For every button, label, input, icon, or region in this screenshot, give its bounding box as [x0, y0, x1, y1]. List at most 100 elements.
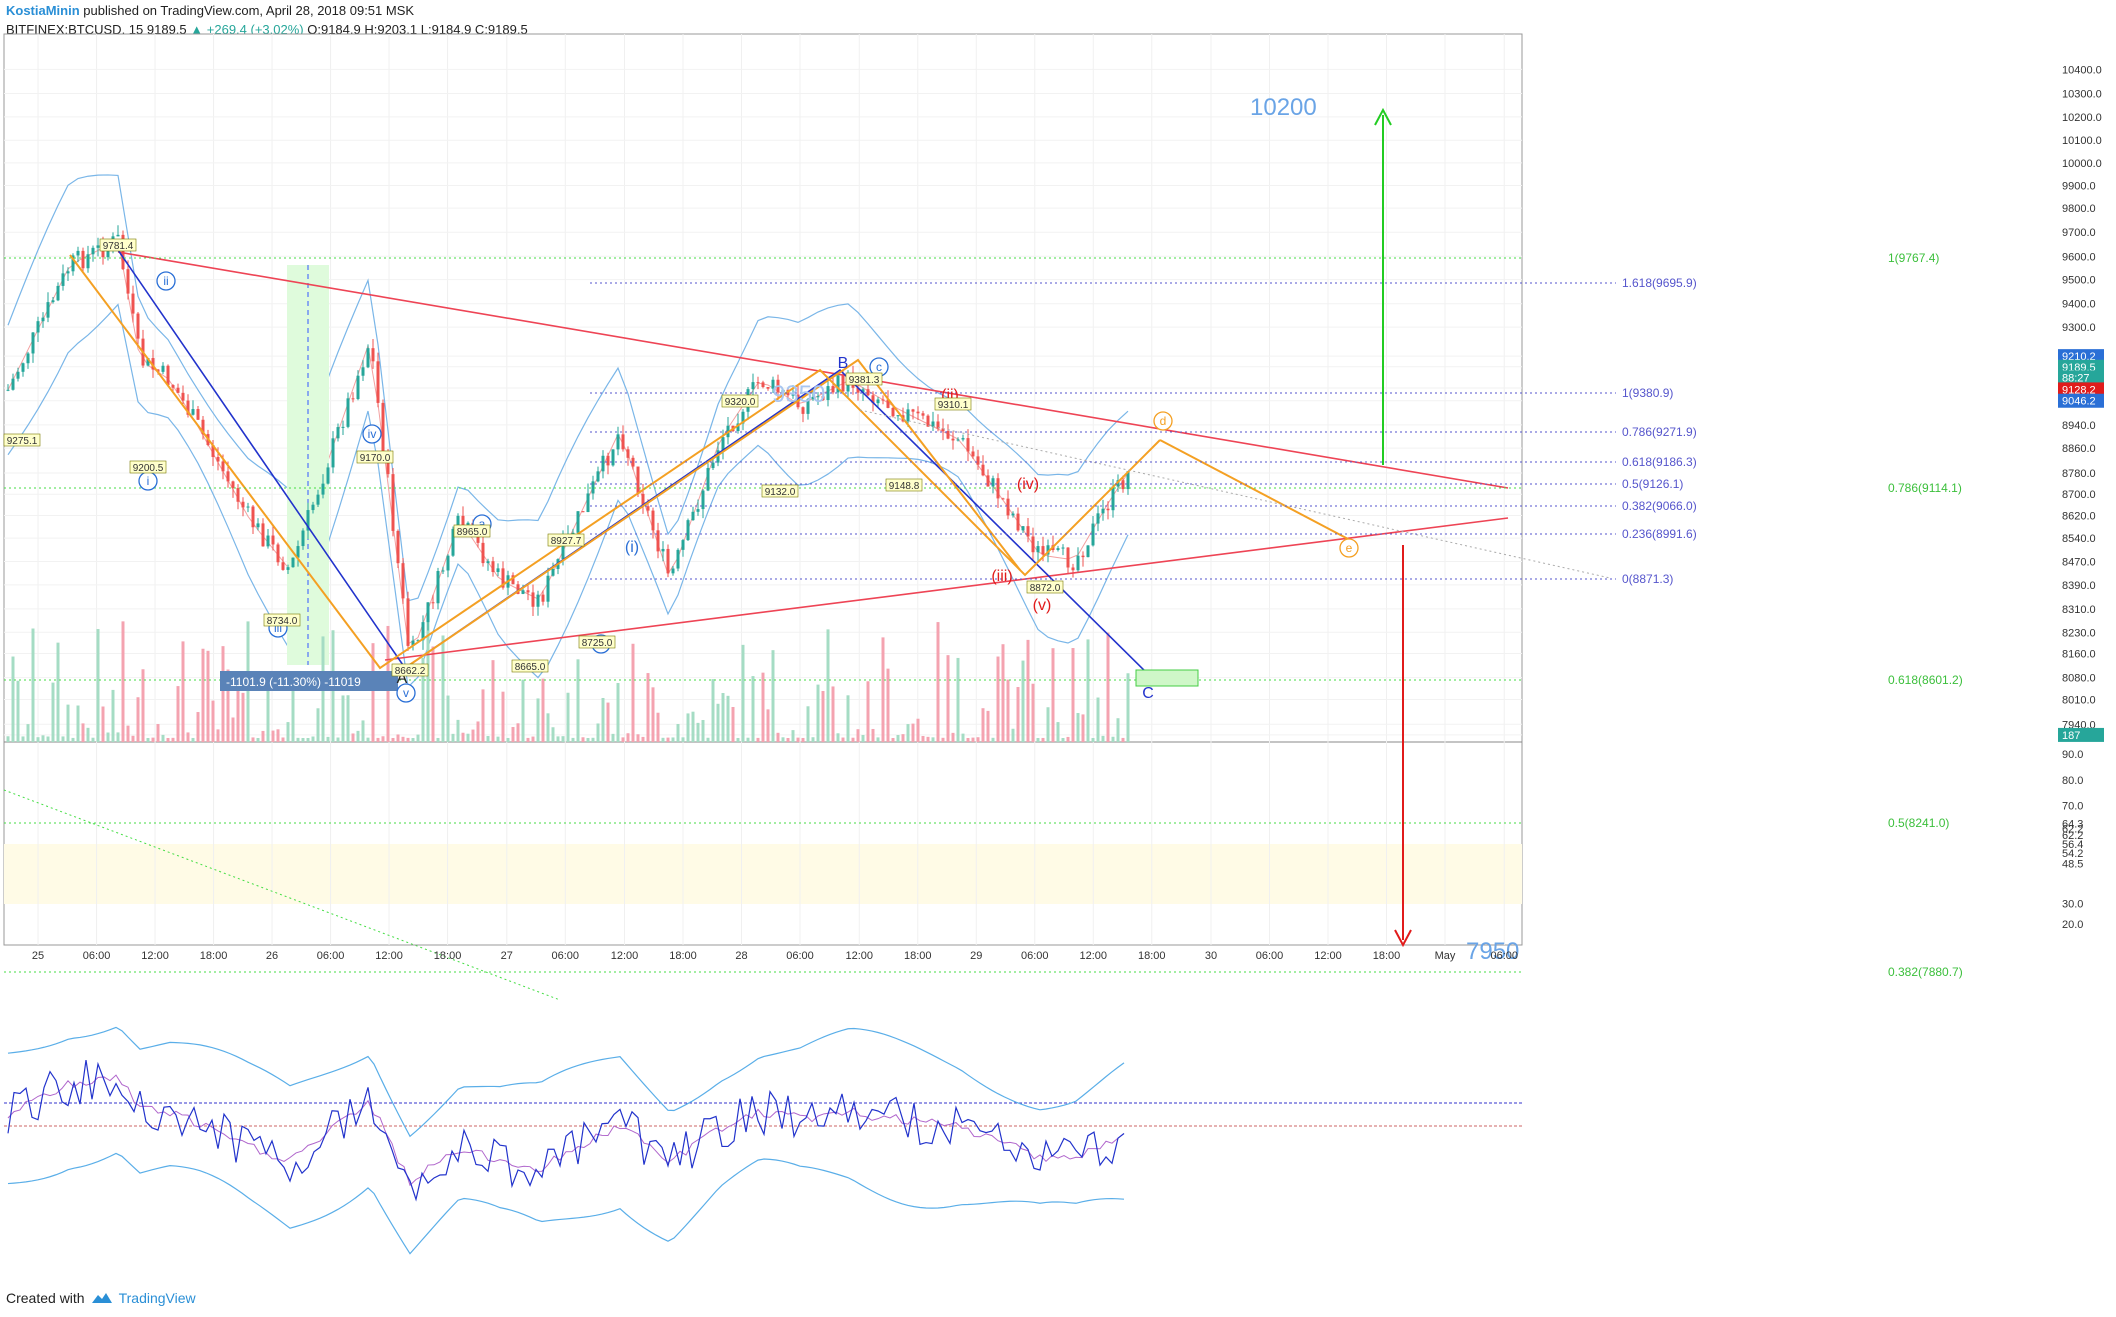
candle-body — [56, 285, 60, 301]
price-tag-text: 8665.0 — [515, 662, 546, 673]
y-tick-label: 10200.0 — [2062, 112, 2102, 124]
candle-body — [226, 471, 230, 482]
volume-bar — [716, 703, 720, 742]
candle-body — [421, 622, 425, 641]
volume-bar — [691, 711, 695, 742]
candle-body — [791, 394, 795, 396]
volume-bar — [1106, 632, 1110, 742]
price-tag-text: 8734.0 — [267, 616, 298, 627]
volume-bar — [646, 673, 650, 742]
candle-body — [656, 530, 660, 552]
candle-body — [356, 375, 360, 400]
candle-body — [526, 590, 530, 593]
candle-body — [541, 594, 545, 602]
price-tag-yellow — [511, 659, 549, 673]
candle-body — [1011, 513, 1015, 516]
wave-label: e — [1346, 541, 1353, 555]
measure-label: -1101.9 (-11.30%) -11019 — [226, 675, 361, 689]
candle-body — [921, 413, 925, 416]
wave-label: iii — [274, 621, 282, 635]
price-tag-yellow — [578, 635, 616, 649]
price-tag-yellow — [263, 613, 301, 627]
volume-bar — [291, 689, 295, 742]
volume-bar — [391, 737, 395, 742]
volume-bar — [636, 734, 640, 742]
wave-circle — [396, 683, 416, 703]
volume-bar — [1116, 718, 1120, 742]
price-tag-yellow — [547, 533, 585, 547]
volume-bar — [891, 737, 895, 742]
candle-body — [151, 358, 155, 370]
volume-bar — [841, 737, 845, 742]
volume-bar — [1006, 679, 1010, 742]
fib-label-mid: 1(9380.9) — [1622, 386, 1673, 400]
candle-body — [1111, 486, 1115, 511]
volume-bar — [966, 737, 970, 742]
candle-body — [396, 530, 400, 564]
volume-bar — [1041, 737, 1045, 742]
price-tag-text: 8725.0 — [582, 638, 613, 649]
author-name[interactable]: KostiaMinin — [6, 3, 80, 18]
up-arrow-head — [1374, 107, 1392, 126]
candle-body — [61, 273, 65, 286]
candle-body — [511, 575, 515, 585]
candle-body — [426, 602, 430, 623]
price-tag-text: 9148.8 — [889, 481, 920, 492]
price-tag-box — [2058, 727, 2104, 742]
volume-bar — [1026, 639, 1030, 742]
price-tag-text: 9275.1 — [7, 436, 38, 447]
candle-body — [81, 250, 85, 269]
fib-label-mid: 0.5(9126.1) — [1622, 477, 1683, 491]
candle-body — [881, 399, 885, 401]
y-tick-label: 8620.0 — [2062, 510, 2096, 522]
y-tick-label: 10300.0 — [2062, 88, 2102, 100]
volume-bar — [661, 737, 665, 742]
price-tag-yellow — [761, 484, 799, 498]
candle-body — [491, 561, 495, 573]
volume-bar — [741, 644, 745, 742]
candle-body — [631, 457, 635, 467]
volume-bar — [626, 733, 630, 742]
ohlc-values: O:9184.9 H:9203.1 L:9184.9 C:9189.5 — [307, 22, 528, 37]
candle-body — [1006, 498, 1010, 516]
y-tick-label: 8860.0 — [2062, 443, 2096, 455]
y-tick-label: 9400.0 — [2062, 299, 2096, 311]
price-tag-box — [2058, 393, 2104, 408]
volume-bar — [316, 708, 320, 742]
candle-body — [196, 409, 200, 420]
candle-body — [71, 255, 75, 272]
price-tag-yellow — [453, 524, 491, 538]
volume-bar — [531, 736, 535, 742]
x-tick-label: May — [1435, 950, 1456, 962]
volume-bar — [771, 650, 775, 742]
volume-bar — [606, 702, 610, 742]
x-tick-label: 06:00 — [83, 950, 111, 962]
volume-bar — [206, 650, 210, 742]
candle-body — [581, 511, 585, 513]
volume-bar — [191, 737, 195, 742]
volume-bar — [696, 722, 700, 742]
x-tick-label: 25 — [32, 950, 44, 962]
volume-bar — [466, 733, 470, 742]
volume-bar — [156, 724, 160, 742]
candle-body — [386, 452, 390, 475]
candle-body — [366, 348, 370, 368]
volume-bar — [906, 724, 910, 742]
candle-body — [186, 400, 190, 415]
candle-body — [46, 302, 50, 318]
wave-label: ii — [163, 274, 168, 288]
brand-name[interactable]: TradingView — [118, 1290, 196, 1306]
y-tick-label: 8080.0 — [2062, 673, 2096, 685]
volume-bar — [521, 679, 525, 742]
volume-bar — [486, 735, 490, 742]
rsi-band — [4, 844, 1522, 904]
volume-bar — [1111, 736, 1115, 742]
candle-body — [106, 246, 110, 258]
symbol-line: BITFINEX:BTCUSD, 15 9189.5 ▲ +269.4 (+3.… — [6, 22, 528, 37]
volume-bar — [601, 697, 605, 742]
volume-bar — [201, 648, 205, 742]
candle-body — [936, 421, 940, 429]
rsi-line — [7, 1059, 1125, 1202]
volume-bar — [96, 629, 100, 742]
